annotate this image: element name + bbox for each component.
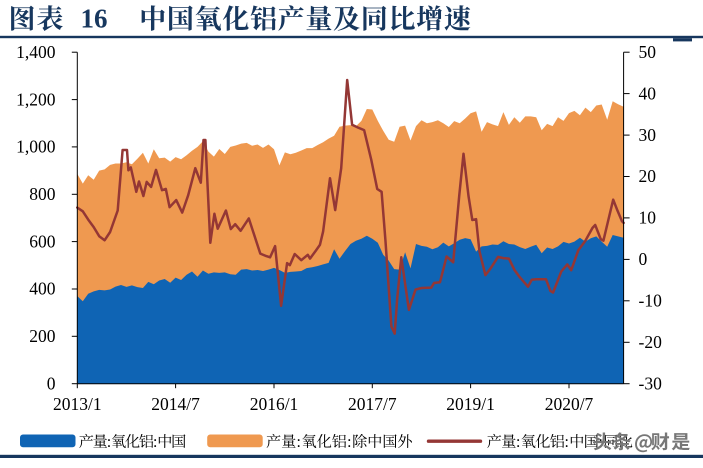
svg-text:1,000: 1,000 — [16, 137, 56, 157]
svg-text:20: 20 — [639, 166, 657, 186]
svg-text:2013/1: 2013/1 — [53, 394, 102, 414]
svg-text:30: 30 — [639, 125, 657, 145]
svg-text:40: 40 — [639, 83, 657, 103]
svg-text:1,400: 1,400 — [16, 42, 56, 62]
svg-text:2019/1: 2019/1 — [446, 394, 495, 414]
svg-text:50: 50 — [639, 42, 657, 62]
svg-text:400: 400 — [29, 279, 56, 299]
svg-text:2016/1: 2016/1 — [250, 394, 299, 414]
svg-text:16: 16 — [81, 3, 108, 33]
svg-text:-20: -20 — [639, 332, 663, 352]
svg-text:-10: -10 — [639, 291, 663, 311]
svg-text:10: 10 — [639, 208, 657, 228]
svg-text:2020/7: 2020/7 — [545, 394, 594, 414]
svg-text:1,200: 1,200 — [16, 89, 56, 109]
svg-text:2017/7: 2017/7 — [348, 394, 397, 414]
svg-text:800: 800 — [29, 184, 56, 204]
svg-text:0: 0 — [639, 249, 648, 269]
svg-text:600: 600 — [29, 231, 56, 251]
svg-text:-30: -30 — [639, 373, 663, 393]
svg-text:2014/7: 2014/7 — [151, 394, 200, 414]
svg-text:0: 0 — [47, 373, 56, 393]
svg-text:200: 200 — [29, 326, 56, 346]
